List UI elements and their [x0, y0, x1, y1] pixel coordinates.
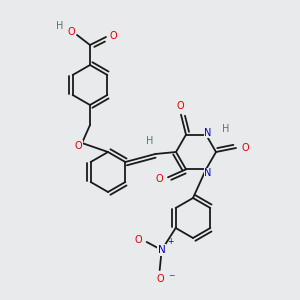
Text: O: O — [74, 141, 82, 151]
Text: O: O — [135, 235, 142, 245]
Text: N: N — [158, 245, 166, 255]
Text: H: H — [222, 124, 230, 134]
Text: +: + — [167, 238, 174, 247]
Text: O: O — [241, 143, 249, 153]
Text: O: O — [109, 31, 117, 41]
Text: H: H — [146, 136, 153, 146]
Text: −: − — [169, 272, 175, 280]
Text: O: O — [67, 27, 75, 37]
Text: O: O — [176, 101, 184, 111]
Text: O: O — [155, 174, 163, 184]
Text: H: H — [56, 21, 64, 31]
Text: O: O — [157, 274, 164, 284]
Text: N: N — [204, 168, 212, 178]
Text: N: N — [204, 128, 212, 138]
